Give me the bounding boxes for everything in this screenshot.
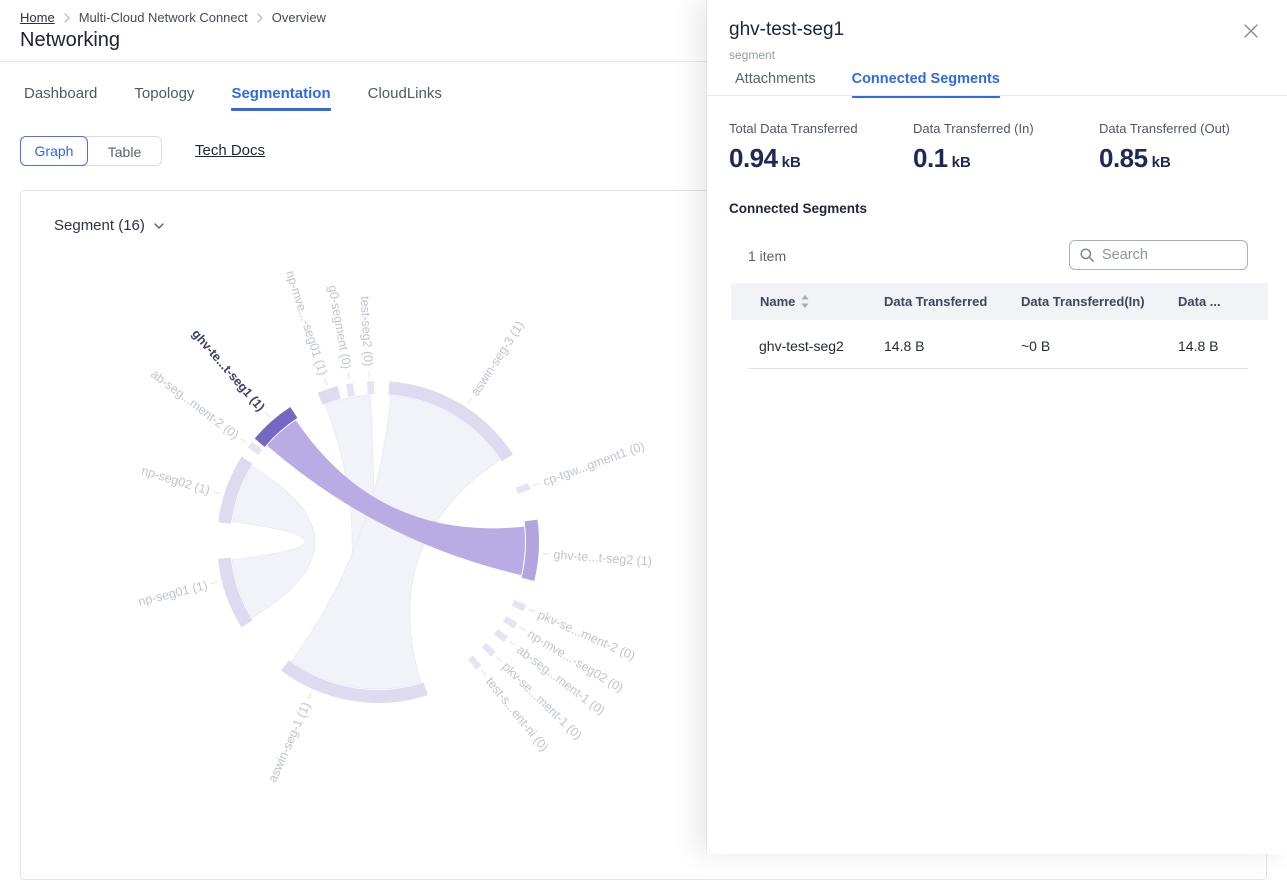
column-header-name[interactable]: Name xyxy=(760,294,809,309)
segment-arc[interactable] xyxy=(367,381,374,394)
stat-label: Total Data Transferred xyxy=(729,121,858,136)
segment-label[interactable]: g0-segment (0) xyxy=(325,284,354,370)
tab-dashboard[interactable]: Dashboard xyxy=(24,86,97,111)
search-input[interactable] xyxy=(1102,247,1287,263)
cell-data-in: ~0 B xyxy=(1021,338,1050,354)
segment-tick xyxy=(241,438,247,442)
stat-unit: kB xyxy=(1152,154,1171,171)
tab-cloudlinks[interactable]: CloudLinks xyxy=(368,86,442,111)
segment-tick xyxy=(325,378,327,385)
stat-value: 0.85 xyxy=(1099,143,1148,174)
close-icon[interactable] xyxy=(1242,22,1260,40)
table-row[interactable]: ghv-test-seg2 14.8 B ~0 B 14.8 B xyxy=(731,320,1268,368)
segment-arc[interactable] xyxy=(503,616,518,629)
segment-label[interactable]: np-mve...-seg01 (1) xyxy=(283,269,330,377)
tab-segmentation[interactable]: Segmentation xyxy=(231,86,330,111)
segment-label[interactable]: aswin-seg-1 (1) xyxy=(265,700,313,784)
stat-data-out: Data Transferred (Out) 0.85 kB xyxy=(1099,121,1230,174)
segment-arc[interactable] xyxy=(516,483,531,494)
segment-label[interactable]: np-seg01 (1) xyxy=(137,578,209,609)
table-header: Name Data Transferred Data Transferred(I… xyxy=(731,283,1268,320)
segment-tick xyxy=(529,609,535,612)
segment-tick xyxy=(348,373,349,380)
cell-data-out: 14.8 B xyxy=(1178,338,1218,354)
panel-divider xyxy=(707,95,1287,96)
chevron-right-icon xyxy=(64,13,70,23)
column-label: Name xyxy=(760,294,795,309)
column-header-data-in[interactable]: Data Transferred(In) xyxy=(1021,294,1145,309)
breadcrumb: Home Multi-Cloud Network Connect Overvie… xyxy=(20,10,326,25)
segment-label[interactable]: test-seg2 (0) xyxy=(358,296,376,367)
connected-segments-heading: Connected Segments xyxy=(729,201,867,216)
segment-tick xyxy=(211,582,218,584)
segment-arc[interactable] xyxy=(482,643,496,657)
tab-attachments[interactable]: Attachments xyxy=(735,71,816,98)
networking-page: Home Multi-Cloud Network Connect Overvie… xyxy=(0,0,1287,854)
segment-arc[interactable] xyxy=(468,655,481,669)
segment-tick xyxy=(533,483,540,485)
sort-icon[interactable] xyxy=(801,295,809,308)
column-header-data-out[interactable]: Data ... xyxy=(1178,294,1221,309)
segment-tick xyxy=(482,670,486,675)
segment-label[interactable]: cp-tgw...gment1 (0) xyxy=(541,439,646,489)
segment-arc[interactable] xyxy=(346,383,355,397)
search-icon xyxy=(1079,247,1095,263)
segment-tick xyxy=(265,412,270,417)
chord-ribbon-faint xyxy=(232,466,315,617)
tech-docs-link[interactable]: Tech Docs xyxy=(195,142,265,159)
stat-data-in: Data Transferred (In) 0.1 kB xyxy=(913,121,1034,174)
breadcrumb-mcnc[interactable]: Multi-Cloud Network Connect xyxy=(79,10,248,25)
panel-subtitle: segment xyxy=(729,48,775,62)
main-tab-bar: Dashboard Topology Segmentation CloudLin… xyxy=(24,86,442,111)
segment-chord-diagram: ghv-te...t-seg1 (1)np-mve...-seg01 (1)g0… xyxy=(0,185,710,854)
stat-label: Data Transferred (Out) xyxy=(1099,121,1230,136)
breadcrumb-overview: Overview xyxy=(272,10,326,25)
page-title: Networking xyxy=(20,29,120,52)
segment-tick xyxy=(510,641,516,645)
search-box[interactable] xyxy=(1069,240,1248,270)
stat-value: 0.1 xyxy=(913,143,948,174)
stat-unit: kB xyxy=(782,154,801,171)
segment-tick xyxy=(214,492,221,494)
segment-tick xyxy=(468,398,472,404)
tab-connected-segments[interactable]: Connected Segments xyxy=(852,71,1000,98)
breadcrumb-home-link[interactable]: Home xyxy=(20,10,55,25)
segment-arc[interactable] xyxy=(512,600,527,611)
row-divider xyxy=(748,368,1248,369)
segment-arc[interactable] xyxy=(494,629,508,642)
segment-tick xyxy=(497,657,502,662)
segment-tick xyxy=(519,627,525,631)
table-view-button[interactable]: Table xyxy=(88,137,161,167)
stat-total-data: Total Data Transferred 0.94 kB xyxy=(729,121,858,174)
column-header-data-transferred[interactable]: Data Transferred xyxy=(884,294,987,309)
cell-segment-name[interactable]: ghv-test-seg2 xyxy=(759,338,844,354)
view-toggle: Graph Table xyxy=(20,136,162,166)
segment-label[interactable]: np-seg02 (1) xyxy=(140,463,212,497)
segment-detail-panel: ghv-test-seg1 segment Attachments Connec… xyxy=(707,0,1287,854)
chevron-right-icon xyxy=(257,13,263,23)
segment-tick xyxy=(308,693,311,699)
segment-label[interactable]: pkv-se...ment-2 (0) xyxy=(536,608,638,663)
stat-label: Data Transferred (In) xyxy=(913,121,1034,136)
segment-arc[interactable] xyxy=(248,442,262,455)
graph-view-button[interactable]: Graph xyxy=(20,136,88,166)
tab-topology[interactable]: Topology xyxy=(134,86,194,111)
stat-value: 0.94 xyxy=(729,143,778,174)
cell-data-transferred: 14.8 B xyxy=(884,338,924,354)
stat-unit: kB xyxy=(952,154,971,171)
item-count: 1 item xyxy=(748,248,786,264)
panel-title: ghv-test-seg1 xyxy=(729,19,844,41)
panel-tab-bar: Attachments Connected Segments xyxy=(735,71,1000,98)
segment-label[interactable]: aswin-seg-3 (1) xyxy=(468,319,527,399)
segment-label[interactable]: ghv-te...t-seg2 (1) xyxy=(553,548,652,569)
